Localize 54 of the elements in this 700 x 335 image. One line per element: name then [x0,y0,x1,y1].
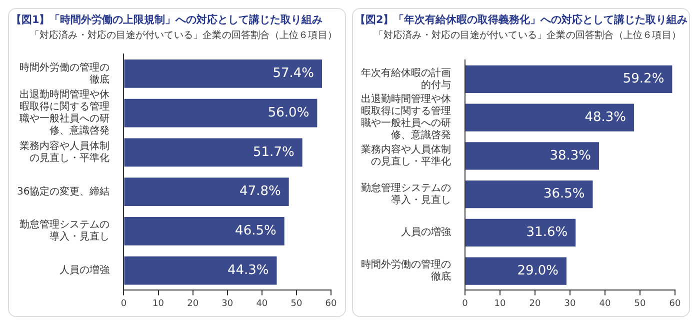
y-tick-label: 人員の増強 [60,264,110,276]
bar [466,218,576,246]
data-label: 51.7% [253,144,294,160]
bar [466,142,600,170]
x-tick-label: 60 [669,298,681,309]
bar [466,65,672,93]
bar [124,256,277,285]
x-tick-label: 30 [222,298,234,309]
data-label: 29.0% [517,263,558,278]
y-tick-label: 時間外労働の管理の徹底 [20,61,110,86]
x-tick-label: 0 [120,298,127,309]
x-tick-label: 20 [529,298,541,309]
y-tick-label: 勤怠管理システムの導入・見直し [361,182,451,206]
bar [124,178,289,206]
x-tick-label: 10 [494,298,506,309]
x-tick-label: 50 [634,298,646,309]
data-label: 56.0% [268,105,310,120]
bar [124,60,322,88]
x-tick-label: 0 [462,298,468,309]
x-tick-label: 40 [256,298,268,309]
y-tick-label: 人員の増強 [401,226,451,238]
bar [466,180,593,208]
chart-subtitle: 「対応済み・対応の目途が付いている」企業の回答割合（上位６項目） [28,29,338,42]
x-tick-label: 50 [290,298,302,309]
y-tick-label: 業務内容や人員体制の見直し・平準化 [20,140,110,164]
bar [466,257,566,285]
y-tick-label: 勤怠管理システムの導入・見直し [20,218,110,243]
chart-title: 【図2】「年次有給休暇の取得義務化」への対応として講じた取り組み [355,13,688,27]
x-tick-label: 40 [599,298,611,309]
x-tick-label: 30 [564,298,576,309]
data-label: 59.2% [622,72,664,87]
bar [466,104,634,132]
y-tick-label: 業務内容や人員体制の見直し・平準化 [361,144,451,168]
y-tick-label: 年次有給休暇の計画的付与 [361,66,451,91]
data-label: 46.5% [235,224,276,239]
data-label: 48.3% [584,110,626,125]
data-label: 44.3% [227,262,269,278]
bar [124,138,302,167]
y-tick-label: 出退勤時間管理や休暇取得に関する管理職や一般社員への研修、意識啓発 [361,93,451,142]
data-label: 38.3% [550,148,592,164]
data-label: 36.5% [543,186,585,202]
data-label: 57.4% [272,66,314,82]
data-label: 47.8% [240,184,281,200]
y-tick-label: 時間外労働の管理の徹底 [361,258,451,283]
x-tick-label: 10 [152,298,164,309]
x-tick-label: 60 [325,298,337,309]
data-label: 31.6% [526,225,568,240]
x-tick-label: 20 [187,298,199,309]
y-tick-label: 出退勤時間管理や休暇取得に関する管理職や一般社員への研修、意識啓発 [20,88,110,137]
bar [124,98,318,128]
chart-subtitle: 「対応済み・対応の目途が付いている」企業の回答割合（上位６項目） [372,29,682,42]
chart-title: 【図1】「時間外労働の上限規制」への対応として講じた取り組み [11,13,324,27]
bar [124,216,284,246]
y-tick-label: 36協定の変更、締結 [16,185,110,198]
